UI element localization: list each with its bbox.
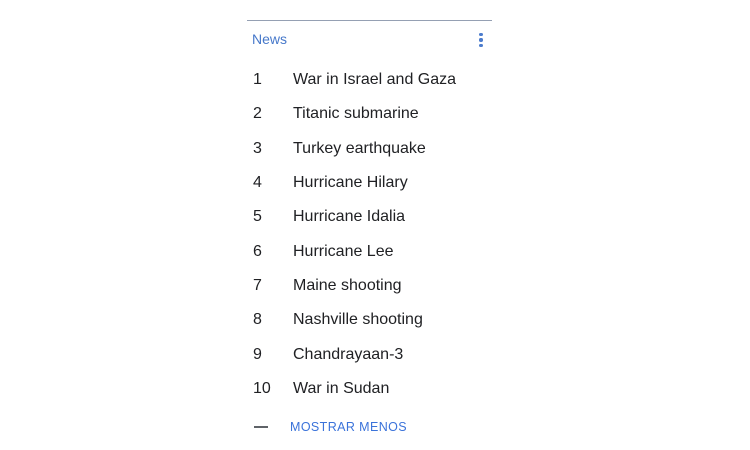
list-item[interactable]: 1 War in Israel and Gaza (253, 63, 492, 97)
news-trends-widget: News 1 War in Israel and Gaza 2 Titanic … (247, 0, 493, 450)
show-less-button[interactable]: MOSTRAR MENOS (253, 417, 492, 437)
list-item[interactable]: 4 Hurricane Hilary (253, 166, 492, 200)
item-label: Hurricane Hilary (293, 174, 408, 192)
list-item[interactable]: 5 Hurricane Idalia (253, 200, 492, 234)
item-rank: 10 (253, 379, 271, 397)
list-item[interactable]: 7 Maine shooting (253, 269, 492, 303)
list-item[interactable]: 2 Titanic submarine (253, 97, 492, 131)
item-label: Hurricane Lee (293, 242, 394, 260)
item-label: Turkey earthquake (293, 139, 426, 157)
kebab-dot (479, 43, 483, 48)
item-label: Hurricane Idalia (293, 208, 406, 226)
kebab-dot (479, 32, 483, 37)
item-rank: 1 (253, 71, 262, 89)
item-rank: 2 (253, 105, 262, 123)
show-less-label: MOSTRAR MENOS (290, 420, 408, 434)
widget-header: News (247, 29, 492, 49)
list-item[interactable]: 8 Nashville shooting (253, 303, 492, 337)
item-rank: 9 (253, 345, 262, 363)
widget-title: News (252, 31, 288, 47)
kebab-dot (479, 38, 483, 42)
kebab-menu-icon[interactable] (474, 31, 488, 49)
item-rank: 4 (253, 174, 262, 192)
top-divider (247, 20, 492, 21)
item-rank: 6 (253, 242, 262, 260)
item-rank: 7 (253, 276, 262, 294)
item-rank: 3 (253, 139, 262, 157)
item-label: War in Sudan (293, 379, 390, 397)
item-label: Nashville shooting (293, 311, 423, 329)
list-item[interactable]: 9 Chandrayaan-3 (253, 337, 492, 371)
item-rank: 8 (253, 311, 262, 329)
item-label: War in Israel and Gaza (293, 71, 457, 89)
item-label: Titanic submarine (293, 105, 419, 123)
list-item[interactable]: 10 War in Sudan (253, 372, 492, 406)
trend-list: 1 War in Israel and Gaza 2 Titanic subma… (253, 63, 492, 406)
item-label: Maine shooting (293, 276, 402, 294)
minus-icon (254, 426, 268, 428)
item-label: Chandrayaan-3 (293, 345, 404, 363)
list-item[interactable]: 3 Turkey earthquake (253, 132, 492, 166)
list-item[interactable]: 6 Hurricane Lee (253, 234, 492, 268)
item-rank: 5 (253, 208, 262, 226)
